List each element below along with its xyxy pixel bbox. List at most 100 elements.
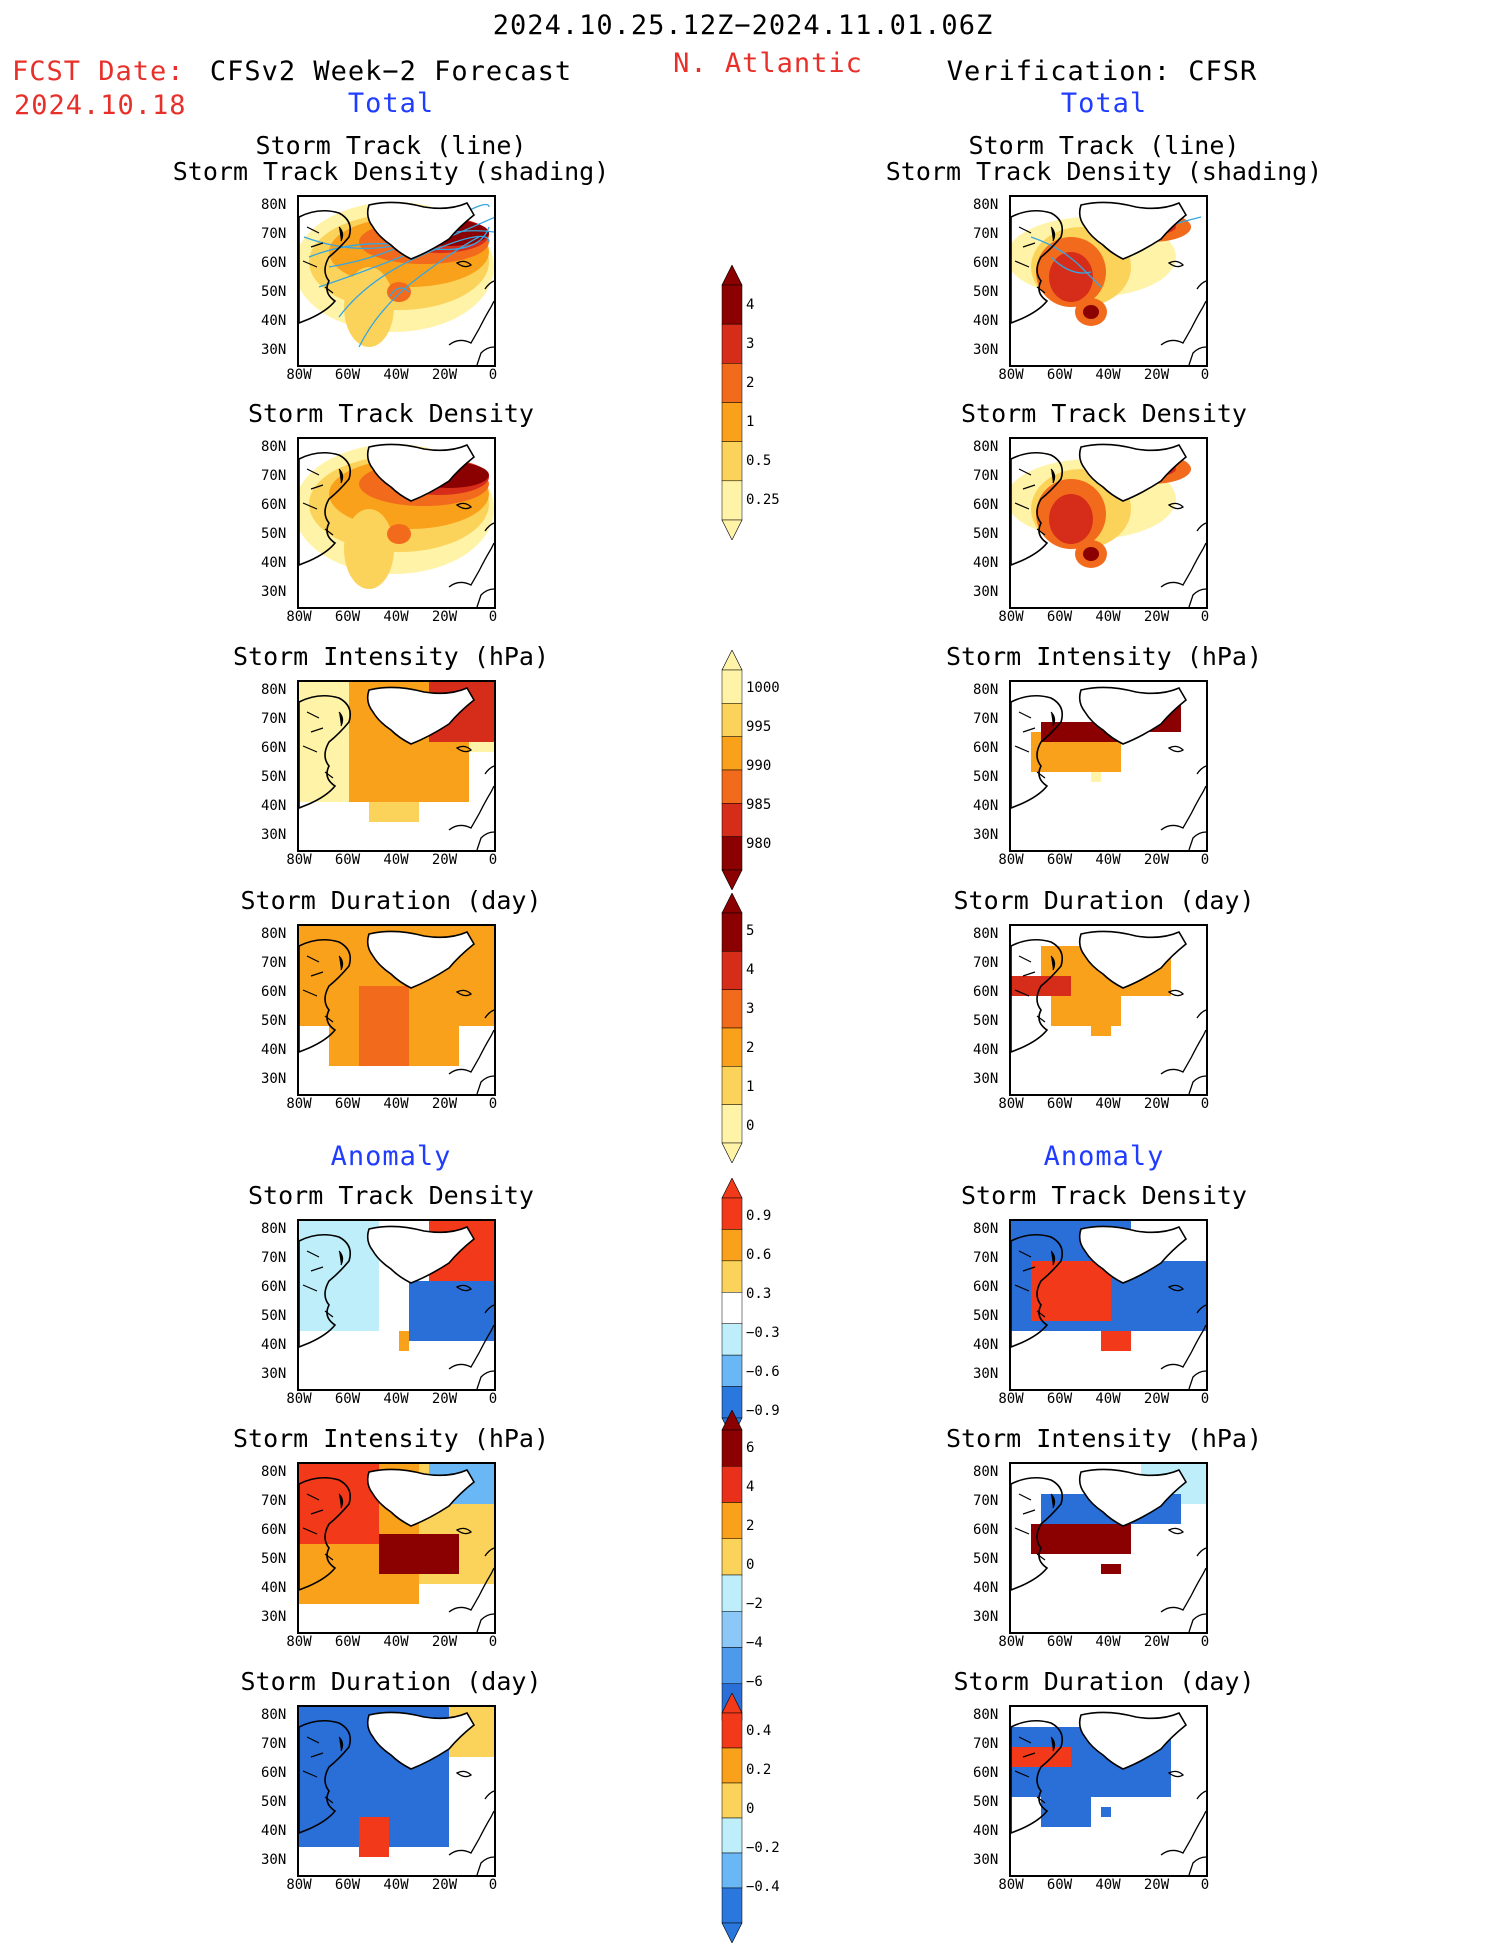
colorbar-density: [720, 264, 744, 544]
forecast-map-track_density: [297, 437, 496, 609]
lat-label: 70N: [261, 711, 287, 727]
lon-label: 80W: [286, 1096, 312, 1112]
fcst-date-label: FCST Date:: [12, 56, 185, 87]
colorbar-duration: [720, 892, 744, 1167]
forecast-panel-1-title: Storm Track Density: [248, 399, 534, 428]
lat-label: 70N: [261, 1736, 287, 1752]
lat-label: 50N: [261, 1794, 287, 1810]
colorbar-label: −6: [746, 1674, 763, 1690]
lat-label: 80N: [261, 197, 287, 213]
lon-label: 0: [488, 1877, 498, 1893]
lat-label: 60N: [973, 1765, 999, 1781]
lon-label: 40W: [1095, 1634, 1121, 1650]
lat-label: 30N: [973, 827, 999, 843]
lon-label: 20W: [1143, 1634, 1170, 1650]
colorbar-label: −0.2: [746, 1840, 780, 1856]
lat-label: 70N: [261, 955, 287, 971]
lat-label: 60N: [973, 255, 999, 271]
lon-label: 80W: [998, 1391, 1024, 1407]
lat-label: 30N: [261, 342, 287, 358]
verification-panel-1-title: Storm Track Density: [961, 399, 1247, 428]
lat-label: 50N: [261, 526, 287, 542]
lat-label: 80N: [973, 1707, 999, 1723]
colorbar-label: −0.9: [746, 1403, 780, 1419]
colorbar-label: 6: [746, 1440, 755, 1456]
lat-label: 30N: [973, 1366, 999, 1382]
region-title: N. Atlantic: [673, 48, 863, 79]
lon-label: 60W: [1046, 609, 1073, 625]
lon-label: 60W: [334, 367, 361, 383]
colorbar-label: 5: [746, 923, 755, 939]
lon-label: 20W: [1143, 852, 1170, 868]
lat-label: 60N: [261, 1279, 287, 1295]
lon-label: 80W: [998, 609, 1024, 625]
verification-total-label: Total: [1060, 88, 1148, 119]
lon-label: 0: [1200, 367, 1210, 383]
lon-label: 40W: [383, 852, 409, 868]
verification-map-duration_anom: [1009, 1705, 1208, 1877]
lat-label: 30N: [261, 1852, 287, 1868]
colorbar-label: 0: [746, 1118, 755, 1134]
lat-label: 50N: [973, 1308, 999, 1324]
lat-label: 60N: [261, 984, 287, 1000]
lat-label: 40N: [261, 555, 287, 571]
verification-map-intensity_anom: [1009, 1462, 1208, 1634]
verification-map-intensity: [1009, 680, 1208, 852]
lon-label: 80W: [286, 852, 312, 868]
lat-label: 40N: [973, 1042, 999, 1058]
lat-label: 30N: [973, 584, 999, 600]
lon-label: 80W: [998, 1096, 1024, 1112]
lon-label: 60W: [1046, 1096, 1073, 1112]
lon-label: 20W: [1143, 1096, 1170, 1112]
lon-label: 0: [1200, 1877, 1210, 1893]
verification-map-duration: [1009, 924, 1208, 1096]
lon-label: 20W: [431, 1096, 458, 1112]
lon-label: 80W: [286, 1391, 312, 1407]
colorbar-label: 1: [746, 414, 755, 430]
lon-label: 40W: [383, 609, 409, 625]
lat-label: 50N: [261, 1551, 287, 1567]
lat-label: 50N: [973, 1794, 999, 1810]
lon-label: 40W: [1095, 852, 1121, 868]
colorbar-label: 4: [746, 297, 755, 313]
lon-label: 0: [1200, 1096, 1210, 1112]
lat-label: 70N: [973, 955, 999, 971]
verification-panel-6-title: Storm Duration (day): [953, 1667, 1255, 1696]
lat-label: 60N: [973, 1522, 999, 1538]
lon-label: 60W: [334, 1096, 361, 1112]
lat-label: 80N: [261, 926, 287, 942]
lon-label: 60W: [1046, 1877, 1073, 1893]
lat-label: 30N: [261, 1609, 287, 1625]
date-range-title: 2024.10.25.12Z−2024.11.01.06Z: [492, 10, 994, 41]
verification-panel-2-title: Storm Intensity (hPa): [945, 642, 1263, 671]
forecast-panel-6-title: Storm Duration (day): [240, 1667, 542, 1696]
lat-label: 30N: [973, 1609, 999, 1625]
lon-label: 80W: [998, 1634, 1024, 1650]
verification-title: Verification: CFSR: [946, 56, 1258, 87]
lat-label: 60N: [261, 1522, 287, 1538]
lat-label: 80N: [261, 439, 287, 455]
colorbar-label: 0.3: [746, 1286, 772, 1302]
lat-label: 40N: [973, 1337, 999, 1353]
lat-label: 50N: [973, 526, 999, 542]
verification-panel-5-title: Storm Intensity (hPa): [945, 1424, 1263, 1453]
colorbar-label: 0.25: [746, 492, 780, 508]
forecast-map-track_density_anom: [297, 1219, 496, 1391]
lon-label: 20W: [431, 1877, 458, 1893]
lon-label: 80W: [998, 852, 1024, 868]
lat-label: 50N: [261, 769, 287, 785]
colorbar-label: 980: [746, 836, 772, 852]
lat-label: 70N: [973, 1493, 999, 1509]
lat-label: 80N: [261, 1464, 287, 1480]
lat-label: 80N: [973, 1464, 999, 1480]
forecast-panel-2-title: Storm Intensity (hPa): [232, 642, 550, 671]
colorbar-label: 0.4: [746, 1723, 772, 1739]
colorbar-label: 3: [746, 336, 755, 352]
lon-label: 20W: [431, 852, 458, 868]
verification-panel-4-title: Storm Track Density: [961, 1181, 1247, 1210]
lat-label: 50N: [973, 1551, 999, 1567]
forecast-map-track_density_with_tracks: [297, 195, 496, 367]
lat-label: 70N: [973, 226, 999, 242]
verification-anomaly-label: Anomaly: [1043, 1141, 1165, 1172]
lat-label: 40N: [973, 1823, 999, 1839]
